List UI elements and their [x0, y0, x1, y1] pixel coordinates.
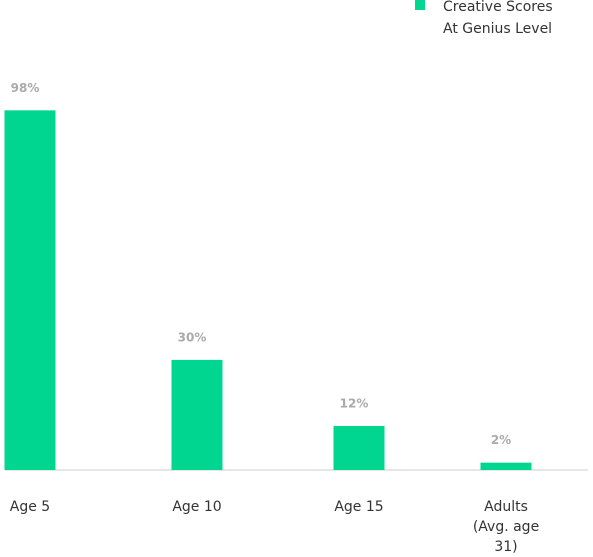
x-tick-label: Adults (Avg. age 31)	[472, 499, 540, 555]
bar	[333, 425, 385, 470]
value-label: 2%	[491, 433, 511, 447]
x-tick-label: Age 5	[9, 499, 51, 515]
value-label: 30%	[178, 330, 207, 344]
bar	[171, 359, 223, 470]
x-tick-label: Age 15	[334, 499, 384, 515]
value-label: 12%	[340, 396, 369, 410]
x-tick-label: Age 10	[172, 499, 222, 515]
page: 98% 30% 12% 2% Creative Scores At Genius Le…	[4, 0, 588, 555]
legend-label: Creative Scores At Genius Level	[443, 0, 553, 37]
legend-swatch	[415, 0, 425, 10]
value-label: 98%	[11, 81, 40, 95]
bar	[4, 110, 56, 470]
bar	[480, 462, 532, 470]
chart: 98% 30% 12% 2%	[4, 0, 588, 471]
